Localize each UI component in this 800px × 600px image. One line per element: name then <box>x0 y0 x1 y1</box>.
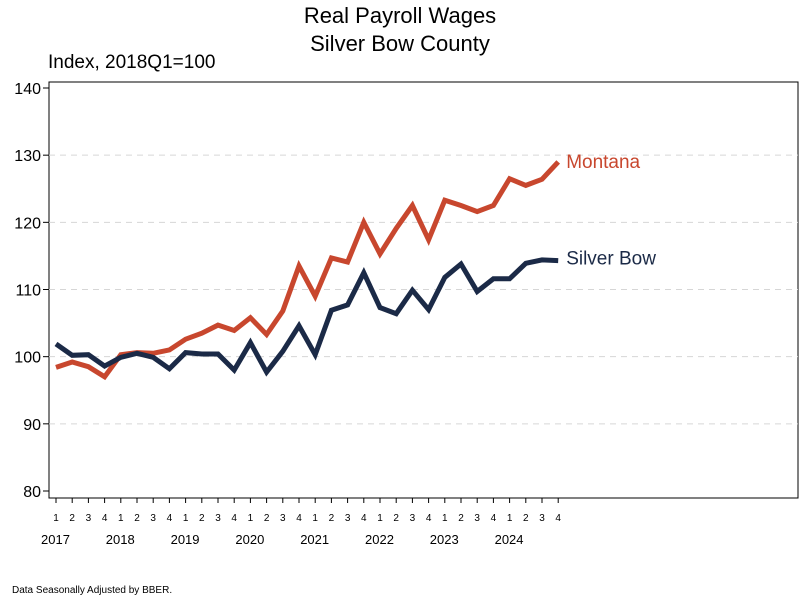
series-labels: Montana Silver Bow <box>566 152 656 270</box>
series-line-silver-bow <box>54 257 559 377</box>
year-label: 2023 <box>430 532 459 547</box>
series-label-silver-bow: Silver Bow <box>566 249 656 270</box>
series-label-montana: Montana <box>566 152 640 173</box>
x-tick-label: 4 <box>555 513 561 524</box>
year-label: 2017 <box>41 532 70 547</box>
x-tick-label: 1 <box>248 513 254 524</box>
y-axis-label: Index, 2018Q1=100 <box>48 52 216 73</box>
x-tick-label: 1 <box>53 513 59 524</box>
x-tick-label: 4 <box>102 513 108 524</box>
x-tick-label: 1 <box>507 513 513 524</box>
x-tick-label: 4 <box>426 513 432 524</box>
year-label: 2018 <box>106 532 135 547</box>
x-tick-label: 3 <box>215 513 221 524</box>
year-label: 2024 <box>495 532 524 547</box>
y-tick-label: 140 <box>14 81 41 98</box>
y-axis: 80 90 100 110 120 130 140 <box>14 81 49 501</box>
x-tick-label: 3 <box>150 513 156 524</box>
x-tick-label: 3 <box>410 513 416 524</box>
x-tick-label: 3 <box>539 513 545 524</box>
year-label: 2021 <box>300 532 329 547</box>
chart-subtitle: Silver Bow County <box>310 31 490 56</box>
year-label: 2019 <box>171 532 200 547</box>
footnote: Data Seasonally Adjusted by BBER. <box>12 585 173 596</box>
x-tick-label: 2 <box>329 513 335 524</box>
x-tick-label: 4 <box>361 513 367 524</box>
x-tick-label: 2 <box>69 513 75 524</box>
x-tick-label: 3 <box>345 513 351 524</box>
x-tick-label: 3 <box>474 513 480 524</box>
x-tick-label: 1 <box>312 513 318 524</box>
x-tick-label: 3 <box>280 513 286 524</box>
y-tick-label: 100 <box>14 350 41 367</box>
x-tick-label: 1 <box>183 513 189 524</box>
y-tick-label: 90 <box>23 417 41 434</box>
x-tick-label: 2 <box>134 513 140 524</box>
x-tick-label: 4 <box>491 513 497 524</box>
x-tick-label: 4 <box>167 513 173 524</box>
x-tick-label: 4 <box>296 513 302 524</box>
x-tick-label: 2 <box>393 513 399 524</box>
y-tick-label: 80 <box>23 484 41 501</box>
x-tick-label: 1 <box>442 513 448 524</box>
year-label: 2020 <box>235 532 264 547</box>
x-tick-label: 2 <box>264 513 270 524</box>
x-tick-label: 3 <box>86 513 92 524</box>
x-tick-label: 1 <box>377 513 383 524</box>
x-tick-label: 2 <box>523 513 529 524</box>
y-tick-label: 130 <box>14 148 41 165</box>
x-tick-label: 2 <box>199 513 205 524</box>
x-tick-label: 1 <box>118 513 124 524</box>
year-label: 2022 <box>365 532 394 547</box>
y-tick-label: 120 <box>14 215 41 232</box>
gridlines <box>49 154 798 425</box>
x-tick-label: 2 <box>458 513 464 524</box>
chart-title: Real Payroll Wages <box>303 3 497 28</box>
series-lines <box>54 160 561 381</box>
x-tick-label: 4 <box>231 513 237 524</box>
y-tick-label: 110 <box>15 283 41 300</box>
